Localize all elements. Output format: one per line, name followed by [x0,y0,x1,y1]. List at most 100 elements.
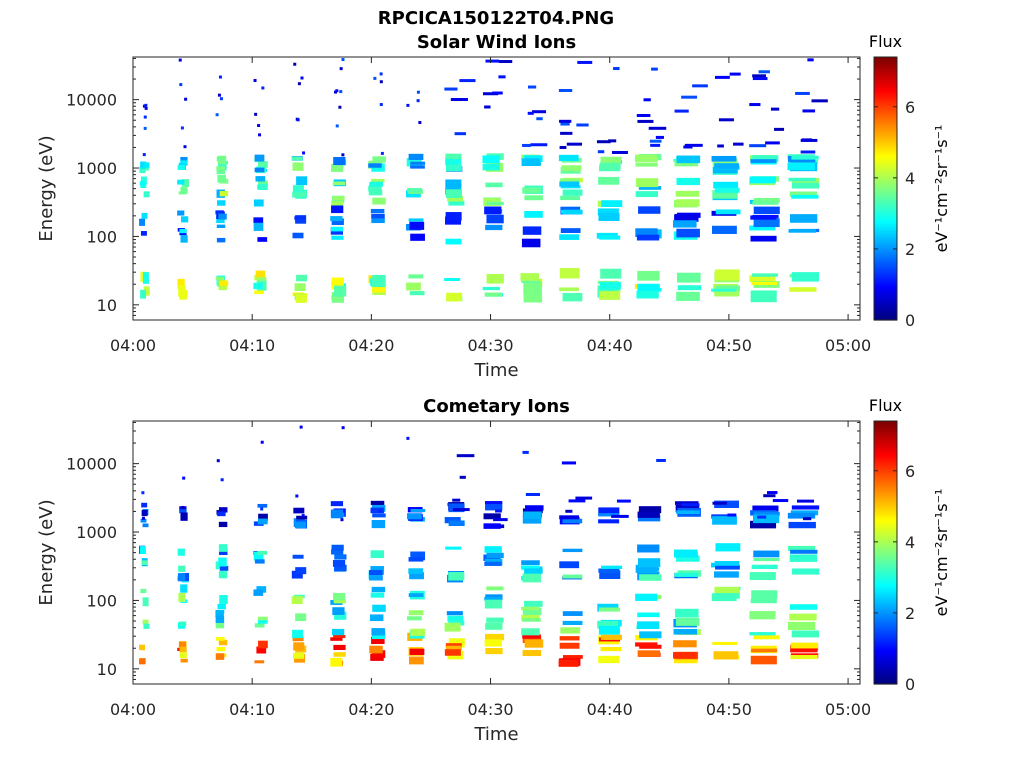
colorbar-segment [874,76,897,80]
flux-cell [181,573,190,582]
colorbar-tick-label: 2 [905,240,915,259]
flux-cell [181,505,185,509]
colorbar-segment [874,238,897,242]
colorbar-segment [874,149,897,152]
flux-cell [486,617,504,623]
colorbar-segment [874,293,897,297]
colorbar-segment [874,103,897,106]
colorbar-segment [874,289,897,293]
flux-cell [766,491,778,495]
flux-cell [292,636,304,642]
colorbar-segment [874,440,897,444]
flux-cell [791,155,819,160]
y-tick-label: 10 [97,660,117,679]
flux-cell [791,630,820,638]
flux-cell [408,218,424,222]
colorbar-segment [874,181,897,185]
flux-cell [711,593,737,602]
flux-cell [448,200,465,206]
flux-cell [445,179,462,188]
colorbar-segment [874,659,897,663]
colorbar-segment [874,510,897,514]
colorbar-segment [874,287,897,290]
flux-cell [791,194,819,199]
flux-cell [178,592,186,602]
colorbar-segment [874,648,897,652]
flux-cell [253,199,264,207]
colorbar-segment [874,561,897,565]
flux-cell [139,181,146,186]
flux-cell [714,269,740,281]
flux-cell [332,181,346,186]
flux-cell [560,195,580,201]
colorbar-tick-label: 0 [905,675,915,694]
flux-cell [712,225,737,234]
flux-cell [370,550,385,559]
flux-cell [562,518,583,524]
colorbar-segment [874,521,897,525]
colorbar-segment [874,539,897,543]
flux-cell [253,589,264,596]
flux-cell [676,155,701,164]
colorbar-segment [874,67,897,71]
flux-cell [296,176,308,186]
colorbar-segment [874,74,897,78]
flux-cell [636,234,660,241]
colorbar-segment [874,664,897,668]
flux-cell [790,549,818,554]
flux-cell [522,226,542,235]
colorbar-segment [874,427,897,431]
flux-cell [335,124,339,128]
flux-cell [408,557,424,562]
flux-cell [257,616,268,621]
flux-cell [714,560,740,566]
x-tick-label: 04:20 [348,336,394,355]
colorbar-segment [874,425,897,429]
flux-cell [599,570,621,579]
flux-cell [254,154,265,162]
x-tick-label: 04:00 [110,336,156,355]
flux-cell [180,512,188,521]
flux-cell [715,285,740,292]
flux-cell [752,505,779,512]
flux-cell [600,646,622,652]
colorbar-tick-label: 2 [905,604,915,623]
flux-cell [637,612,660,618]
flux-cell [445,216,462,225]
flux-cell [410,233,425,241]
colorbar-frame [873,56,898,321]
flux-cell [444,277,461,282]
y-tick-label: 10 [97,296,117,315]
flux-cell [712,516,737,525]
colorbar-segment [874,627,897,630]
colorbar-segment [874,203,897,207]
colorbar-segment [874,471,897,475]
colorbar-segment [874,421,897,424]
colorbar-segment [874,541,897,545]
y-tick-label: 100 [86,591,117,610]
colorbar-segment [874,488,897,492]
flux-cell [718,118,734,122]
flux-cell [331,549,344,555]
flux-cell [536,117,543,121]
flux-cell [378,509,382,513]
flux-cell [673,628,698,635]
flux-cell [407,513,422,520]
flux-cell [714,187,740,193]
flux-cell [368,163,382,168]
x-tick-label: 05:00 [825,700,871,719]
colorbar-segment [874,295,897,299]
flux-cell [522,634,541,639]
flux-cell [179,509,187,514]
colorbar-segment [874,61,897,65]
colorbar-segment [874,681,897,685]
flux-cell [558,154,579,162]
flux-cell [370,592,385,598]
flux-cell [177,210,185,216]
colorbar-segment [874,576,897,580]
flux-cell [178,58,182,62]
flux-cell [456,454,475,458]
flux-cell [562,292,583,302]
colorbar-segment [874,513,897,516]
flux-cell [676,272,701,283]
